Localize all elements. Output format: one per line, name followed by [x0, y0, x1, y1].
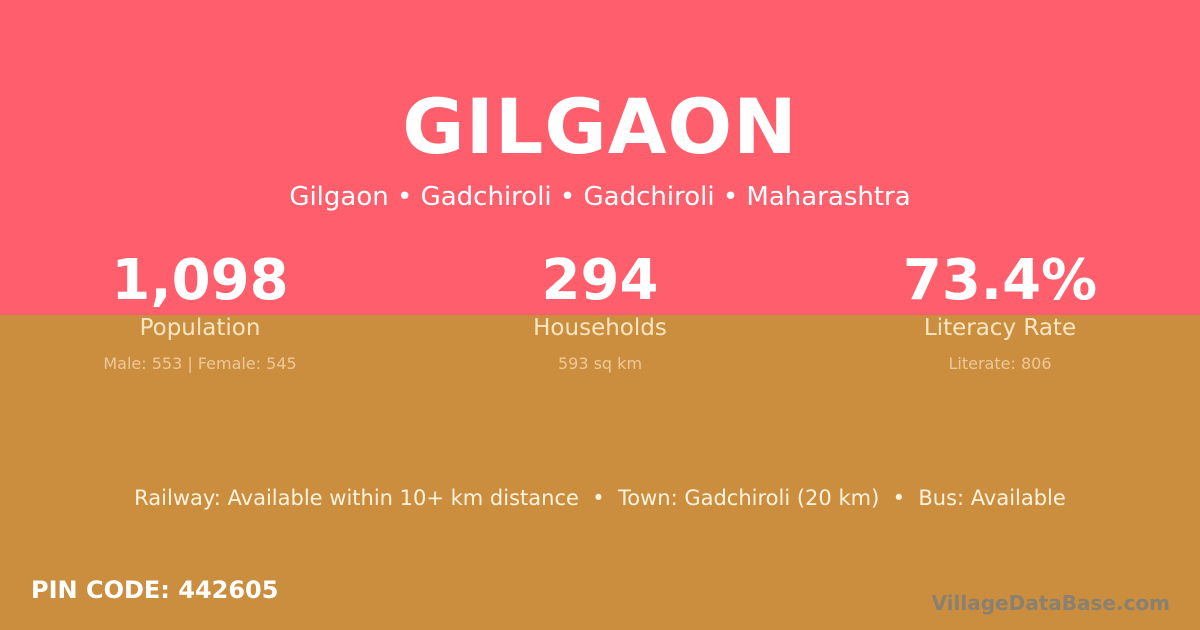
stat-detail: Literate: 806: [948, 354, 1052, 373]
brand-watermark: VillageDataBase.com: [931, 591, 1170, 615]
stat-value: 1,098: [111, 248, 289, 313]
location-breadcrumb: Gilgaon • Gadchiroli • Gadchiroli • Maha…: [289, 182, 911, 212]
header-band: [0, 0, 1200, 315]
stat-detail: Male: 553 | Female: 545: [103, 354, 297, 373]
stat-value: 73.4%: [902, 248, 1098, 313]
info-band: [0, 315, 1200, 630]
stat-label: Households: [533, 315, 667, 341]
pin-code: PIN CODE: 442605: [31, 576, 279, 604]
stat-value: 294: [541, 248, 659, 313]
stat-detail: 593 sq km: [557, 354, 643, 373]
stat-label: Population: [139, 315, 261, 341]
transport-info: Railway: Available within 10+ km distanc…: [134, 486, 1066, 510]
village-title: GILGAON: [402, 82, 798, 171]
stat-label: Literacy Rate: [923, 315, 1077, 341]
